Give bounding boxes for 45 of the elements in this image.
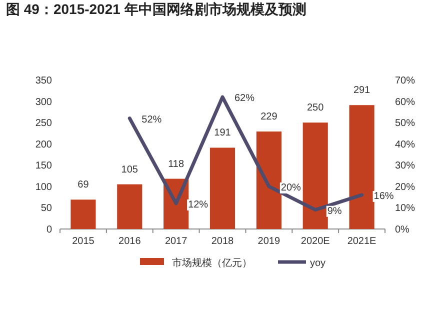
y-tick-label: 200	[35, 139, 52, 150]
y2-tick-label: 60%	[395, 96, 416, 108]
y2-tick-label: 70%	[395, 76, 416, 86]
data-label: 16%	[374, 190, 394, 202]
data-label: 250	[307, 102, 324, 114]
y-tick-label: 150	[35, 160, 52, 172]
data-label: 12%	[188, 199, 208, 210]
bar	[117, 184, 142, 229]
y2-tick-label: 10%	[395, 203, 416, 214]
data-label: 9%	[327, 206, 342, 217]
x-tick-label: 2016	[118, 236, 142, 247]
y-tick-label: 300	[35, 96, 52, 108]
y2-tick-label: 0%	[395, 224, 410, 236]
data-label: 62%	[234, 93, 255, 104]
x-tick-label: 2015	[72, 236, 95, 247]
x-tick-label: 2021E	[347, 236, 377, 247]
data-label: 291	[353, 85, 371, 96]
bar	[210, 148, 236, 229]
bar	[302, 122, 328, 229]
y2-tick-label: 50%	[395, 118, 416, 130]
x-tick-label: 2018	[211, 236, 234, 247]
y2-tick-label: 40%	[395, 139, 416, 150]
data-label: 229	[260, 112, 278, 123]
x-tick-label: 2019	[258, 236, 280, 247]
y2-tick-label: 30%	[395, 160, 416, 172]
y-tick-label: 100	[35, 182, 52, 193]
x-tick-label: 2020E	[300, 236, 330, 247]
data-label: 118	[168, 158, 184, 170]
bar	[70, 200, 96, 229]
data-label: 20%	[280, 182, 302, 194]
data-label: 52%	[142, 114, 162, 126]
legend-label: 市场规模（亿元）	[172, 257, 252, 269]
data-label: 105	[121, 164, 138, 176]
y2-tick-label: 20%	[395, 182, 416, 193]
data-label: 191	[214, 128, 232, 139]
y-tick-label: 250	[35, 118, 52, 130]
data-label: 69	[78, 180, 90, 191]
x-tick-label: 2017	[164, 236, 188, 247]
chart-title: 图 49：2015-2021 年中国网络剧市场规模及预测	[6, 1, 306, 17]
legend-label: yoy	[310, 258, 326, 269]
y-tick-label: 50	[40, 203, 52, 214]
y-tick-label: 350	[35, 76, 52, 86]
bar	[256, 132, 282, 229]
y-tick-label: 0	[46, 224, 52, 236]
bar	[349, 105, 374, 229]
